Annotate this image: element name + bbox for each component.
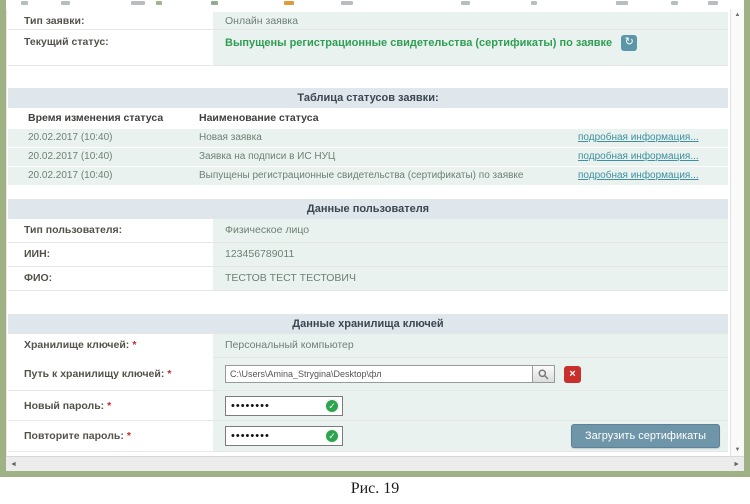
current-status-text: Выпущены регистрационные свидетельства (…: [225, 37, 613, 49]
details-link[interactable]: подробная информация...: [578, 170, 699, 181]
required-asterisk: *: [107, 399, 112, 412]
iin-row: ИИН: 123456789011: [8, 243, 728, 267]
storage-type-value: Персональный компьютер: [213, 334, 728, 357]
user-type-value: Физическое лицо: [213, 219, 728, 242]
fio-label: ФИО:: [8, 267, 213, 290]
upload-certificates-button[interactable]: Загрузить сертификаты: [570, 424, 720, 448]
scroll-left-icon[interactable]: ◄: [10, 461, 17, 468]
storage-path-label: Путь к хранилищу ключей: *: [8, 368, 213, 380]
screenshot-frame: Тип заявки: Онлайн заявка Текущий статус…: [0, 0, 750, 477]
search-icon: [538, 369, 549, 379]
repeat-password-row: Повторите пароль:* ✓ Загрузить сертифика…: [8, 421, 728, 452]
new-password-input[interactable]: [225, 395, 343, 416]
request-info-table: Тип заявки: Онлайн заявка Текущий статус…: [8, 12, 728, 66]
figure-caption: Рис. 19: [350, 480, 400, 497]
repeat-password-input[interactable]: [225, 426, 343, 446]
valid-check-icon: ✓: [325, 429, 339, 443]
new-password-cell: ✓: [213, 391, 728, 420]
storage-path-row: Путь к хранилищу ключей:* ×: [8, 358, 728, 391]
repeat-password-label: Повторите пароль: *: [8, 430, 213, 442]
cropped-toolbar: [6, 0, 744, 9]
status-time: 20.02.2017 (10:40): [28, 170, 113, 181]
storage-type-row: Хранилище ключей: * Персональный компьюте…: [8, 333, 728, 358]
request-type-value: Онлайн заявка: [213, 12, 728, 29]
vertical-scrollbar[interactable]: ▲ ▼: [730, 9, 744, 456]
storage-path-value-cell: ×: [213, 358, 728, 390]
user-type-label: Тип пользователя:: [8, 219, 213, 242]
iin-label: ИИН:: [8, 243, 213, 266]
horizontal-scrollbar[interactable]: ◄ ►: [6, 456, 744, 471]
fio-row: ФИО: ТЕСТОВ ТЕСТ ТЕСТОВИЧ: [8, 267, 728, 291]
scroll-up-icon[interactable]: ▲: [734, 12, 741, 18]
status-time: 20.02.2017 (10:40): [28, 151, 113, 162]
scroll-right-icon[interactable]: ►: [733, 461, 740, 468]
scroll-down-icon[interactable]: ▼: [734, 447, 741, 453]
column-header-time: Время изменения статуса: [28, 112, 164, 124]
required-asterisk: *: [167, 368, 172, 380]
current-status-label: Текущий статус:: [8, 30, 213, 65]
details-link[interactable]: подробная информация...: [578, 151, 699, 162]
repeat-password-cell: ✓ Загрузить сертификаты: [213, 421, 728, 451]
iin-value: 123456789011: [213, 243, 728, 266]
required-asterisk: *: [126, 430, 131, 442]
delete-icon: ×: [569, 367, 576, 380]
status-table-title: Таблица статусов заявки:: [8, 88, 728, 108]
status-table-row: 20.02.2017 (10:40) Выпущены регистрацион…: [8, 167, 728, 185]
request-type-row: Тип заявки: Онлайн заявка: [8, 12, 728, 30]
request-type-label: Тип заявки:: [8, 12, 213, 29]
status-name: Выпущены регистрационные свидетельства (…: [199, 170, 524, 181]
required-asterisk: *: [132, 338, 137, 351]
status-table-header-row: Время изменения статуса Наименование ста…: [8, 108, 728, 129]
details-link[interactable]: подробная информация...: [578, 132, 699, 143]
application-status-page: Тип заявки: Онлайн заявка Текущий статус…: [6, 0, 744, 471]
refresh-status-icon[interactable]: ↻: [621, 35, 638, 51]
storage-type-label: Хранилище ключей: *: [8, 333, 213, 358]
key-storage-title: Данные хранилища ключей: [8, 314, 728, 334]
new-password-label: Новый пароль: *: [8, 399, 213, 412]
current-status-row: Текущий статус: Выпущены регистрационные…: [8, 30, 728, 66]
browse-path-button[interactable]: [533, 365, 555, 383]
new-password-row: Новый пароль:* ✓: [8, 391, 728, 421]
status-time: 20.02.2017 (10:40): [28, 132, 113, 143]
status-name: Заявка на подписи в ИС НУЦ: [199, 151, 336, 162]
status-table-row: 20.02.2017 (10:40) Новая заявка подробна…: [8, 129, 728, 147]
user-type-row: Тип пользователя: Физическое лицо: [8, 219, 728, 243]
fio-value: ТЕСТОВ ТЕСТ ТЕСТОВИЧ: [213, 267, 728, 290]
storage-path-input[interactable]: [225, 365, 533, 383]
valid-check-icon: ✓: [325, 398, 339, 413]
current-status-value: Выпущены регистрационные свидетельства (…: [213, 30, 728, 65]
status-name: Новая заявка: [199, 132, 262, 143]
column-header-name: Наименование статуса: [199, 112, 319, 124]
user-data-title: Данные пользователя: [8, 199, 728, 219]
status-table-row: 20.02.2017 (10:40) Заявка на подписи в И…: [8, 148, 728, 166]
page-content: Тип заявки: Онлайн заявка Текущий статус…: [8, 9, 728, 456]
clear-path-button[interactable]: ×: [564, 365, 581, 383]
